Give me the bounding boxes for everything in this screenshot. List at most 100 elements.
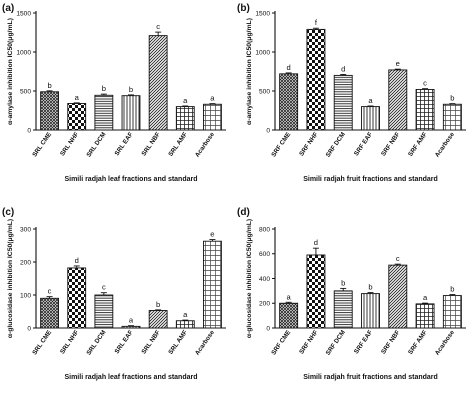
bar <box>361 293 380 329</box>
significance-label: c <box>48 287 52 296</box>
bar <box>148 310 168 329</box>
category-label: SRF NHF <box>298 329 319 355</box>
category-label: SRF NHF <box>298 131 319 157</box>
significance-label: d <box>75 256 79 265</box>
significance-label: b <box>129 85 133 94</box>
category-label: Acarbose <box>434 131 456 159</box>
bar <box>279 302 299 329</box>
significance-label: e <box>396 59 400 68</box>
significance-label: b <box>341 278 345 287</box>
category-label: SRL AMF <box>167 329 189 356</box>
category-label: SRF DCM <box>325 131 347 159</box>
significance-label: a <box>423 293 428 302</box>
bar <box>306 254 326 329</box>
y-axis-label: α-glucosidase inhibition IC50(μg/mL) <box>246 219 253 338</box>
y-tick-label: 0 <box>27 325 31 332</box>
significance-label: c <box>102 283 106 292</box>
bar <box>67 267 87 329</box>
panel-label-d: (d) <box>237 207 250 218</box>
bar <box>333 290 353 329</box>
bar <box>40 91 59 131</box>
bar <box>94 94 114 131</box>
x-axis-label: Simili radjah fruit fractions and standa… <box>303 176 438 183</box>
y-tick-label: 200 <box>259 301 270 308</box>
bar <box>148 35 168 131</box>
bar <box>361 106 380 131</box>
category-label: SRL DCM <box>85 329 107 356</box>
bar <box>388 264 408 329</box>
category-label: SRL EAF <box>114 131 135 157</box>
y-tick-label: 600 <box>259 251 270 258</box>
significance-label: e <box>210 230 214 239</box>
bar <box>203 240 222 329</box>
significance-label: f <box>315 18 318 27</box>
y-tick-label: 100 <box>20 292 31 299</box>
bar <box>415 88 435 131</box>
bar <box>175 106 195 131</box>
bar <box>67 103 87 131</box>
y-tick-label: 300 <box>20 226 31 233</box>
category-label: SRF AMF <box>407 329 429 356</box>
significance-label: a <box>183 310 188 319</box>
x-axis-label: Simili radjah leaf fractions and standar… <box>64 374 197 381</box>
y-tick-label: 400 <box>259 276 270 283</box>
category-label: SRL EAF <box>114 329 135 355</box>
category-label: SRL CME <box>31 329 53 356</box>
y-tick-label: 800 <box>259 226 270 233</box>
category-label: SRL NBF <box>140 329 161 355</box>
y-axis-label: α-glucosidase inhibition IC50(μg/mL) <box>7 219 14 338</box>
significance-label: a <box>368 96 373 105</box>
category-label: SRL AMF <box>167 131 189 158</box>
x-axis-label: Simili radjah leaf fractions and standar… <box>64 176 197 183</box>
y-tick-label: 1000 <box>16 49 31 56</box>
category-label: SRF NBF <box>380 131 401 157</box>
category-label: Acarbose <box>194 329 216 357</box>
y-tick-label: 200 <box>20 259 31 266</box>
panel-label-a: (a) <box>2 3 14 14</box>
significance-label: b <box>368 283 372 292</box>
bar <box>40 297 59 329</box>
y-tick-label: 500 <box>20 88 31 95</box>
y-tick-label: 1500 <box>16 10 31 17</box>
significance-label: b <box>450 285 454 294</box>
significance-label: b <box>156 300 160 309</box>
bar <box>203 103 222 131</box>
bar <box>279 73 299 131</box>
category-label: SRF CME <box>270 131 292 158</box>
bar <box>306 28 326 131</box>
bar <box>415 303 435 329</box>
significance-label: d <box>314 238 318 247</box>
category-label: SRF EAF <box>353 329 374 355</box>
significance-label: c <box>156 22 160 31</box>
significance-label: b <box>102 84 106 93</box>
y-tick-label: 500 <box>259 88 270 95</box>
significance-label: b <box>47 81 51 90</box>
y-tick-label: 0 <box>266 127 270 134</box>
category-label: SRL NHF <box>59 329 80 355</box>
y-tick-label: 1000 <box>255 49 270 56</box>
chart-panel-c: 0 100 200 300 α-glucosidase inhibition IC50(… <box>7 219 226 381</box>
category-label: Acarbose <box>194 131 216 159</box>
bar <box>333 74 353 131</box>
significance-label: a <box>210 94 215 103</box>
category-label: Acarbose <box>434 329 456 357</box>
significance-label: c <box>396 254 400 263</box>
significance-label: d <box>287 63 291 72</box>
x-axis-label: Simili radjah fruit fractions and standa… <box>303 374 438 381</box>
significance-label: a <box>183 96 188 105</box>
bar <box>442 103 462 131</box>
category-label: SRF NBF <box>380 329 401 355</box>
category-label: SRL NHF <box>59 131 80 157</box>
panel-label-c: (c) <box>2 207 14 218</box>
bar <box>121 325 141 329</box>
bar <box>175 320 195 329</box>
significance-label: b <box>450 94 454 103</box>
category-label: SRF EAF <box>353 131 374 157</box>
significance-label: a <box>129 316 134 325</box>
category-label: SRF DCM <box>325 329 347 357</box>
category-label: SRL NBF <box>140 131 161 157</box>
significance-label: c <box>423 79 427 88</box>
